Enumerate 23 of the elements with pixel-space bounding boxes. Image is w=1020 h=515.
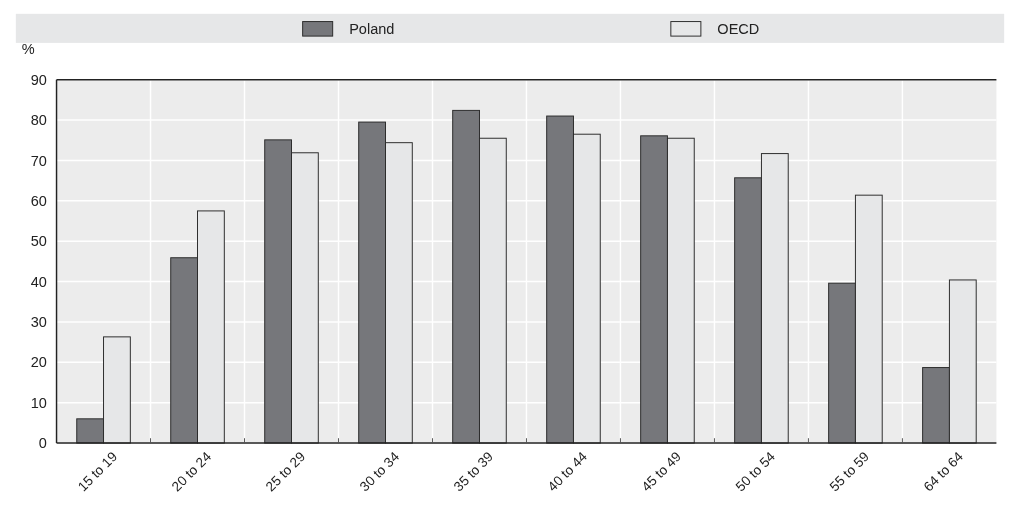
y-tick-label: 0 <box>38 435 47 452</box>
y-tick-label: 90 <box>30 71 47 88</box>
y-tick-label: 80 <box>30 112 47 129</box>
x-tick-label: 30 to 34 <box>356 448 403 495</box>
legend-label: Poland <box>349 21 395 38</box>
y-tick-label: 70 <box>30 152 47 169</box>
x-tick-label: 40 to 44 <box>544 448 591 495</box>
x-tick-label: 50 to 54 <box>732 448 779 495</box>
x-tick-label: 20 to 24 <box>168 448 215 495</box>
x-tick-label: 55 to 59 <box>826 449 873 495</box>
legend-label: OECD <box>717 21 760 38</box>
x-tick-label: 35 to 39 <box>450 449 497 495</box>
y-tick-label: 40 <box>30 273 47 290</box>
y-axis-title: % <box>21 41 35 58</box>
x-tick-label: 64 to 64 <box>920 448 967 495</box>
x-tick-label: 45 to 49 <box>638 449 685 495</box>
x-tick-label: 15 to 19 <box>74 449 121 495</box>
y-tick-label: 60 <box>30 192 47 209</box>
y-tick-label: 20 <box>30 354 47 371</box>
x-tick-label: 25 to 29 <box>262 449 309 495</box>
y-tick-label: 30 <box>30 314 47 331</box>
y-tick-label: 50 <box>30 233 47 250</box>
y-tick-label: 10 <box>30 394 47 411</box>
